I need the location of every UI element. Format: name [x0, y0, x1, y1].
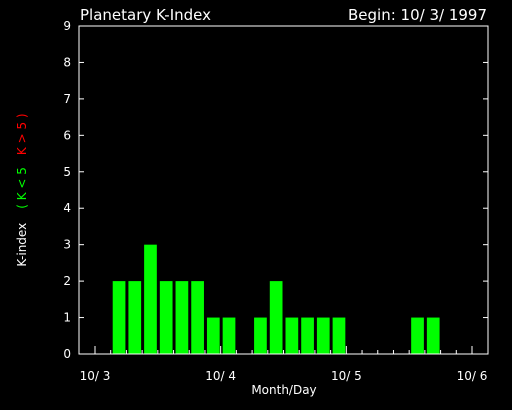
- y-tick-label: 3: [63, 238, 71, 252]
- y-axis-label-part-0: K-index: [15, 223, 29, 267]
- y-axis-label-part-1: ( K < 5: [15, 167, 29, 209]
- bar: [285, 317, 299, 354]
- bar: [175, 281, 189, 354]
- x-axis: 10/ 3 10/ 4 10/ 5 10/ 6: [80, 346, 488, 383]
- y-tick-label: 2: [63, 274, 71, 288]
- bar-series: [112, 244, 440, 354]
- plot-frame: [78, 25, 489, 355]
- y-axis-label-part-2: K > 5 ): [15, 113, 29, 155]
- bar: [316, 317, 330, 354]
- bar: [144, 244, 157, 354]
- y-tick-label: 9: [63, 19, 71, 33]
- bar: [191, 281, 204, 354]
- x-axis-label: Month/Day: [251, 383, 316, 397]
- y-tick-label: 6: [63, 128, 71, 142]
- chart-subtitle: Begin: 10/ 3/ 1997: [348, 6, 487, 24]
- bar: [159, 281, 173, 354]
- bar: [128, 281, 142, 354]
- y-tick-label: 4: [63, 201, 71, 215]
- y-tick-label: 5: [63, 165, 71, 179]
- x-tick-label: 10/ 3: [80, 369, 111, 383]
- y-tick-label: 0: [63, 347, 71, 361]
- bar: [426, 317, 440, 354]
- bar: [301, 317, 314, 354]
- chart-title: Planetary K-Index: [80, 6, 211, 24]
- bar: [254, 317, 267, 354]
- bar: [112, 281, 126, 354]
- y-tick-label: 7: [63, 92, 71, 106]
- y-axis-label: K-index ( K < 5 K > 5 ): [15, 113, 29, 266]
- y-tick-label: 8: [63, 55, 71, 69]
- x-tick-label: 10/ 4: [205, 369, 236, 383]
- bar: [332, 317, 346, 354]
- bar: [269, 281, 283, 354]
- bar: [206, 317, 220, 354]
- x-tick-label: 10/ 6: [457, 369, 488, 383]
- y-tick-label: 1: [63, 311, 71, 325]
- bar: [411, 317, 424, 354]
- bar: [222, 317, 236, 354]
- x-tick-label: 10/ 5: [331, 369, 362, 383]
- y-axis: 0 1 2 3 4 5 6 7 8 9: [63, 19, 488, 361]
